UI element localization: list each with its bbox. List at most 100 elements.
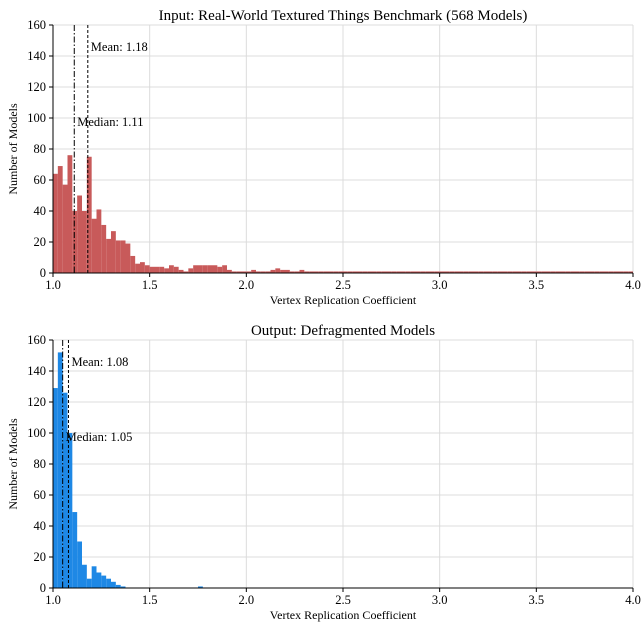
- chart-1-bar-51: [299, 269, 305, 273]
- chart-1-bar-57: [328, 271, 334, 273]
- chart-1-bar-6: [82, 211, 87, 273]
- chart-2-ytick-label-2: 40: [34, 519, 47, 533]
- chart-1-bar-91: [492, 271, 498, 273]
- chart-1-bar-66: [372, 271, 377, 273]
- chart-1-bar-114: [604, 271, 609, 273]
- chart-1-bar-119: [628, 271, 633, 273]
- chart-2-ytick-label-6: 120: [27, 395, 46, 409]
- chart-1-ytick-label-0: 0: [40, 266, 46, 280]
- chart-1-bar-84: [459, 271, 464, 273]
- chart-2-bar-13: [115, 584, 121, 588]
- chart-1-bar-36: [227, 269, 232, 273]
- chart-1-bar-5: [77, 195, 82, 273]
- chart-2-ytick-label-1: 20: [34, 550, 47, 564]
- chart-1-ytick-label-6: 120: [27, 80, 46, 94]
- chart-1-bar-38: [236, 271, 242, 273]
- chart-2-xtick-label-1: 1.5: [142, 593, 158, 607]
- chart-1-bar-102: [546, 271, 551, 273]
- chart-1-xtick-label-4: 3.0: [432, 278, 448, 292]
- chart-1-bar-73: [405, 271, 411, 273]
- chart-1-bar-1: [57, 166, 63, 273]
- chart-1-bar-86: [468, 271, 474, 273]
- chart-1-bar-104: [555, 271, 561, 273]
- chart-1-bar-4: [72, 211, 78, 273]
- chart-1-bar-103: [550, 271, 556, 273]
- chart-1-bar-105: [560, 271, 566, 273]
- chart-1-bar-78: [430, 271, 435, 273]
- chart-1-bar-64: [362, 271, 368, 273]
- chart-1-bar-94: [507, 271, 513, 273]
- chart-1-bar-82: [449, 271, 455, 273]
- chart-1-bar-24: [169, 265, 174, 273]
- chart-1-bar-106: [565, 271, 571, 273]
- chart-1-bar-7: [86, 156, 92, 273]
- chart-2-refline-label-0: Mean: 1.08: [71, 355, 128, 369]
- chart-1-bar-79: [434, 271, 440, 273]
- chart-2-ytick-label-5: 100: [27, 426, 46, 440]
- chart-2-bar-7: [86, 578, 92, 588]
- chart-1-bar-50: [294, 271, 300, 273]
- chart-1-bar-46: [275, 268, 281, 273]
- chart-1-bar-45: [270, 269, 276, 273]
- chart-1-bar-20: [149, 266, 155, 273]
- chart-1-bar-62: [352, 271, 358, 273]
- chart-1-bar-108: [575, 271, 580, 273]
- chart-1-bar-59: [338, 271, 343, 273]
- chart-1-bar-10: [101, 224, 107, 273]
- chart-1-bar-107: [570, 271, 575, 273]
- chart-2-xtick-label-0: 1.0: [45, 593, 61, 607]
- chart-2-bar-9: [96, 572, 102, 588]
- chart-1-bar-97: [521, 271, 527, 273]
- chart-2: Output: Defragmented Models Mean: 1.08 Med…: [6, 323, 641, 622]
- chart-1-bar-98: [526, 271, 532, 273]
- chart-1-bar-111: [589, 271, 595, 273]
- chart-1-xtick-label-3: 2.5: [335, 278, 351, 292]
- chart-1-bar-47: [280, 269, 285, 273]
- chart-1-bar-77: [425, 271, 430, 273]
- chart-1-bar-112: [594, 271, 600, 273]
- chart-2-ytick-label-8: 160: [27, 333, 46, 347]
- chart-1-bar-14: [120, 240, 126, 273]
- chart-1-bar-56: [323, 271, 329, 273]
- chart-1-bar-25: [173, 266, 179, 273]
- chart-1-bar-49: [289, 271, 295, 273]
- chart-1-bar-109: [579, 271, 585, 273]
- chart-1-bar-71: [396, 271, 401, 273]
- chart-1-bar-110: [584, 271, 590, 273]
- chart-1-bar-70: [391, 271, 397, 273]
- chart-1-bar-85: [463, 271, 469, 273]
- chart-1-bar-22: [159, 266, 165, 273]
- chart-1-bar-17: [135, 263, 140, 273]
- chart-1-bar-42: [256, 271, 261, 273]
- chart-2-xtick-label-5: 3.5: [529, 593, 545, 607]
- chart-1-ytick-label-4: 80: [34, 142, 47, 156]
- chart-2-bar-30: [198, 586, 203, 588]
- chart-1-bar-100: [536, 271, 542, 273]
- chart-1-bar-63: [357, 271, 363, 273]
- chart-1-bar-15: [125, 243, 131, 273]
- chart-1-bar-95: [512, 271, 517, 273]
- chart-1-bar-35: [222, 265, 227, 273]
- chart-2-refline-label-1: Median: 1.05: [66, 430, 133, 444]
- chart-1-bar-2: [62, 184, 68, 273]
- chart-1: Input: Real-World Textured Things Benchm…: [6, 8, 641, 307]
- chart-1-bar-96: [517, 271, 522, 273]
- chart-2-bar-12: [111, 581, 116, 588]
- chart-2-ytick-label-4: 80: [34, 457, 47, 471]
- chart-1-bar-76: [420, 271, 426, 273]
- chart-1-bar-13: [115, 240, 121, 273]
- chart-1-bar-37: [231, 271, 237, 273]
- chart-1-bar-89: [483, 271, 488, 273]
- chart-1-bar-19: [144, 265, 150, 273]
- chart-1-bar-81: [444, 271, 450, 273]
- chart-1-bar-101: [541, 271, 546, 273]
- chart-2-ytick-label-0: 0: [40, 581, 46, 595]
- chart-1-title: Input: Real-World Textured Things Benchm…: [159, 8, 528, 24]
- chart-1-ytick-label-7: 140: [27, 49, 46, 63]
- chart-2-bar-1: [57, 352, 63, 588]
- chart-1-bar-75: [415, 271, 421, 273]
- chart-1-bar-32: [207, 265, 213, 273]
- chart-1-bar-31: [202, 265, 208, 273]
- chart-1-bar-3: [67, 155, 73, 273]
- chart-2-ytick-label-7: 140: [27, 364, 46, 378]
